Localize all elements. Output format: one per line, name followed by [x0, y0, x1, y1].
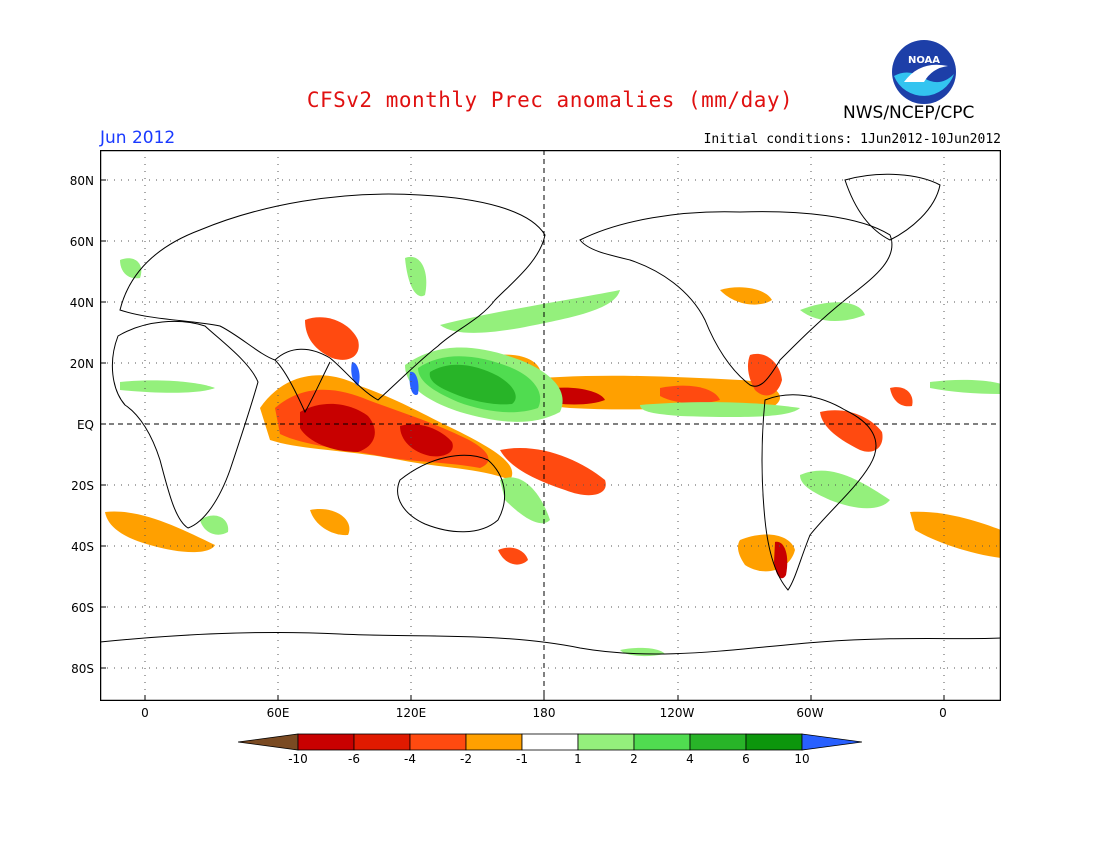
- colorbar-label-4: 4: [686, 752, 694, 766]
- coastline-north-america: [579, 211, 893, 387]
- dry-anomaly-north-america: [720, 287, 772, 305]
- colorbar-bin-6: [577, 733, 635, 751]
- lat-label-60s: 60S: [71, 601, 94, 615]
- colorbar-label-minus-1: -1: [516, 752, 528, 766]
- dry-anomaly-central-america: [747, 353, 782, 396]
- colorbar-bin-7: [633, 733, 691, 751]
- map-title: CFSv2 monthly Prec anomalies (mm/day): [306, 88, 794, 112]
- noaa-logo: NOAA: [892, 40, 956, 104]
- colorbar-bin-5: [521, 733, 579, 751]
- noaa-logo-bird: [904, 64, 948, 82]
- lat-label-20s: 20S: [71, 479, 94, 493]
- colorbar-label-6: 6: [742, 752, 750, 766]
- dry-anomaly-arabian-sea: [305, 317, 359, 360]
- wet-anomaly-japan: [405, 256, 427, 297]
- dry-anomaly-south-china-sea-core: [400, 424, 453, 457]
- lon-label-0-east: 0: [939, 706, 947, 720]
- coastline-antarctica: [100, 631, 1001, 655]
- wet-anomaly-shading: [120, 256, 1001, 657]
- initial-conditions-label: Initial conditions: 1Jun2012-10Jun2012: [703, 132, 1001, 147]
- colorbar-bin-1: [297, 733, 355, 751]
- coastline-india: [274, 359, 331, 414]
- frame-ticks: [100, 179, 945, 701]
- colorbar-bin-3: [409, 733, 467, 751]
- lat-label-40n: 40N: [69, 296, 94, 310]
- wet-anomaly-west-pacific-core: [429, 364, 516, 405]
- colorbar-arrow-below-min: [238, 733, 299, 751]
- colorbar-label-minus-6: -6: [348, 752, 360, 766]
- forecast-month-label: Jun 2012: [100, 128, 176, 148]
- colorbar-bin-8: [689, 733, 747, 751]
- colorbar-label-10: 10: [794, 752, 810, 766]
- lat-label-60n: 60N: [69, 235, 94, 249]
- lat-label-40s: 40S: [71, 540, 94, 554]
- dry-anomaly-south-indian: [310, 509, 350, 536]
- noaa-logo-text: NOAA: [908, 55, 940, 66]
- wet-anomaly-europe: [120, 258, 142, 279]
- dry-anomaly-bay-of-bengal: [300, 403, 375, 452]
- lat-label-20n: 20N: [69, 357, 94, 371]
- map-frame: [100, 150, 1001, 701]
- anomaly-shading: [105, 287, 1001, 579]
- lon-label-120e: 120E: [395, 706, 427, 720]
- graticule: [100, 150, 1001, 701]
- dry-anomaly-new-zealand: [498, 547, 528, 565]
- dry-anomaly-east-pacific-core: [660, 385, 720, 404]
- lon-label-0-west: 0: [141, 706, 149, 720]
- wet-anomaly-equatorial-pacific: [640, 402, 800, 418]
- lat-label-80s: 80S: [71, 662, 94, 676]
- wet-anomaly-spcz: [500, 477, 550, 524]
- wet-anomaly-philippines-extreme: [409, 371, 419, 396]
- coastline-eurasia: [119, 193, 546, 401]
- coastlines: [100, 173, 1001, 655]
- lon-label-120w: 120W: [659, 706, 695, 720]
- lat-label-80n: 80N: [69, 174, 94, 188]
- dry-anomaly-patagonia-core: [774, 541, 788, 579]
- colorbar-label-1: 1: [574, 752, 582, 766]
- organization-label: NWS/NCEP/CPC: [843, 103, 975, 123]
- colorbar-arrow-above-max: [801, 733, 862, 751]
- precip-anomaly-map: [100, 150, 1001, 701]
- colorbar-bin-9: [745, 733, 803, 751]
- wet-anomaly-north-atlantic: [800, 302, 865, 322]
- lat-label-eq: EQ: [76, 418, 94, 432]
- lon-label-60w: 60W: [796, 706, 824, 720]
- dry-anomaly-south-atlantic: [910, 511, 1001, 558]
- wet-anomaly-atlantic-itcz: [120, 380, 215, 393]
- wet-anomaly-south-america: [800, 470, 890, 509]
- lon-label-180: 180: [532, 706, 556, 720]
- dry-anomaly-mid-atlantic: [890, 387, 913, 407]
- colorbar-bin-2: [353, 733, 411, 751]
- wet-anomaly-east-atlantic: [930, 379, 1001, 394]
- lon-label-60e: 60E: [266, 706, 290, 720]
- dry-anomaly-coral-sea: [500, 448, 606, 496]
- colorbar-label-minus-2: -2: [460, 752, 472, 766]
- wet-anomaly-north-pacific-band: [440, 290, 620, 333]
- coastline-south-america: [761, 394, 877, 591]
- colorbar-label-2: 2: [630, 752, 638, 766]
- colorbar-label-minus-4: -4: [404, 752, 416, 766]
- colorbar-label-minus-10: -10: [288, 752, 308, 766]
- colorbar: [238, 733, 862, 751]
- dry-anomaly-north-brazil: [820, 410, 883, 452]
- colorbar-bin-4: [465, 733, 523, 751]
- wet-anomaly-africa-south: [200, 515, 229, 535]
- coastline-africa: [111, 320, 259, 529]
- coastline-greenland: [844, 173, 941, 241]
- coastline-australia: [397, 454, 506, 533]
- dry-anomaly-south-atlantic-west: [105, 511, 215, 553]
